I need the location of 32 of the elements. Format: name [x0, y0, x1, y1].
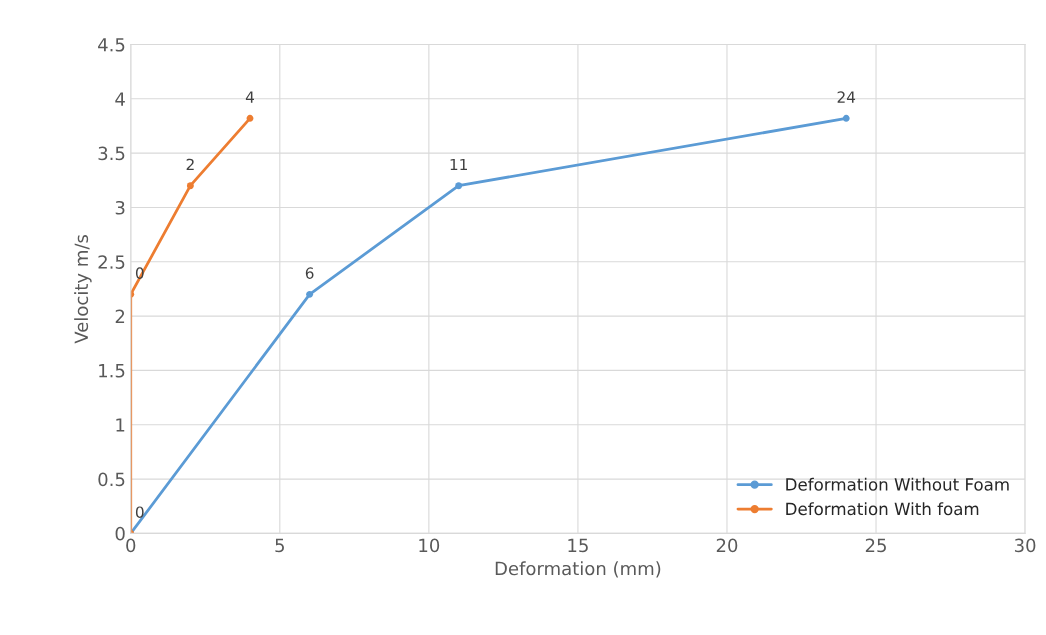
annotation: 11 — [450, 158, 467, 171]
y-tick-label: 1.5 — [99, 364, 125, 378]
point — [306, 290, 314, 298]
x-tick-label: 25 — [865, 538, 886, 553]
x-tick-label: 20 — [716, 538, 738, 553]
annotation: 4 — [245, 91, 254, 103]
annotation: 6 — [305, 267, 314, 279]
x-tick-label: 0 — [126, 538, 136, 553]
y-tick-label: 3.5 — [98, 146, 125, 161]
y-tick-label: 2.5 — [98, 255, 125, 269]
y-tick-label: 4.5 — [98, 38, 125, 52]
y-tick-label: 2 — [115, 309, 125, 323]
point — [186, 182, 194, 190]
x-tick-label: 10 — [419, 538, 440, 553]
annotation: 2 — [186, 158, 194, 171]
x-tick-label: 5 — [275, 538, 284, 553]
y-tick-label: 1 — [116, 418, 125, 432]
legend-label: Deformation Without Foam — [786, 477, 1009, 491]
y-tick-label: 3 — [115, 200, 125, 215]
y-axis-title: Velocity m/s — [74, 234, 92, 344]
annotation: 0 — [135, 506, 144, 518]
y-tick-label: 0.5 — [98, 472, 125, 487]
y-tick-label: 0 — [115, 526, 125, 541]
point — [246, 114, 254, 122]
x-tick-label: 15 — [568, 538, 588, 553]
y-tick-label: 4 — [115, 92, 125, 106]
point — [455, 182, 463, 190]
x-axis-title: Deformation (mm) — [495, 561, 661, 578]
x-tick-label: 30 — [1014, 538, 1036, 553]
annotation: 24 — [837, 91, 856, 103]
legend-label: Deformation With foam — [786, 502, 979, 516]
point — [842, 114, 850, 122]
